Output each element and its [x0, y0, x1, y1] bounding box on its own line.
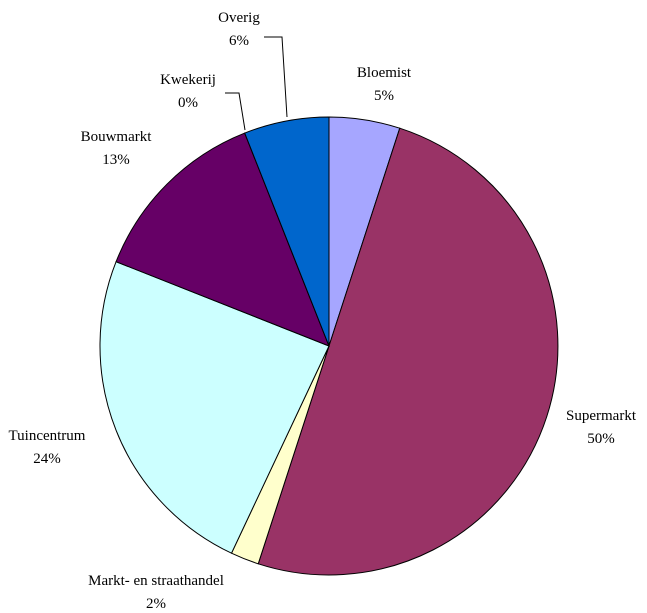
data-label-markt-en-straathandel: Markt- en straathandel — [88, 573, 224, 589]
data-label-bouwmarkt: Bouwmarkt — [81, 129, 153, 145]
data-value-kwekerij: 0% — [178, 95, 198, 111]
pie-slice-overig — [244, 116, 330, 347]
data-label-kwekerij: Kwekerij — [160, 72, 216, 88]
data-value-overig: 6% — [229, 33, 249, 49]
data-label-overig: Overig — [218, 10, 260, 26]
leader-line-kwekerij — [225, 92, 246, 131]
data-value-tuincentrum: 24% — [33, 451, 61, 467]
data-label-tuincentrum: Tuincentrum — [9, 428, 86, 444]
leader-line-overig — [264, 36, 288, 118]
data-value-bouwmarkt: 13% — [102, 152, 130, 168]
data-value-supermarkt: 50% — [587, 431, 615, 447]
data-label-supermarkt: Supermarkt — [566, 408, 637, 424]
pie-slice-tuincentrum — [99, 261, 330, 554]
pie-slice-bouwmarkt — [115, 132, 330, 347]
data-value-markt-en-straathandel: 2% — [146, 596, 166, 612]
pie-slice-supermarkt — [257, 127, 559, 576]
data-label-bloemist: Bloemist — [357, 65, 412, 81]
data-value-bloemist: 5% — [374, 88, 394, 104]
